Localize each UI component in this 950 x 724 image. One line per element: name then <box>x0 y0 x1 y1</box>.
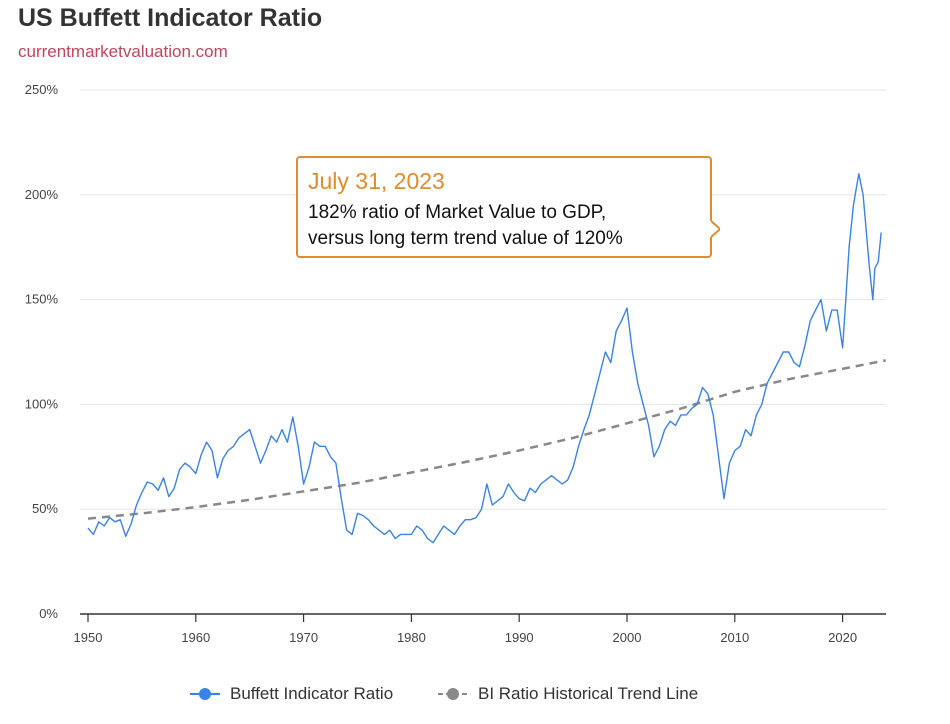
tooltip-date: July 31, 2023 <box>308 168 445 194</box>
buffett-indicator-line[interactable] <box>87 173 882 544</box>
gray-dashed-line-dot-icon <box>438 688 468 700</box>
y-tick-label: 100% <box>25 396 59 411</box>
tooltip-box: July 31, 2023 182% ratio of Market Value… <box>296 156 712 258</box>
y-tick-label: 0% <box>39 606 58 621</box>
x-tick-label: 1960 <box>181 630 210 645</box>
grid-lines <box>80 89 886 510</box>
x-tick-label: 1950 <box>74 630 103 645</box>
chart-title: US Buffett Indicator Ratio <box>18 4 323 32</box>
tooltip-pointer-icon <box>710 220 720 238</box>
axes: 0% 50% 100% 150% 200% 250% 1950 1960 1970 1980 199… <box>25 82 886 645</box>
trend-line-layer <box>87 359 886 520</box>
x-tick-label: 2010 <box>720 630 749 645</box>
x-tick-label: 2020 <box>828 630 857 645</box>
tooltip-line-1: 182% ratio of Market Value to GDP, <box>308 202 607 223</box>
y-tick-label: 50% <box>32 501 58 516</box>
x-tick-label: 1970 <box>289 630 318 645</box>
y-tick-label: 200% <box>25 187 59 202</box>
x-tick-label: 1980 <box>397 630 426 645</box>
series-line-layer <box>87 173 882 544</box>
legend-label-trend: BI Ratio Historical Trend Line <box>478 684 699 703</box>
y-tick-label: 250% <box>25 82 59 97</box>
legend-label-series: Buffett Indicator Ratio <box>230 684 394 703</box>
legend-item-trend[interactable]: BI Ratio Historical Trend Line <box>436 684 698 704</box>
tooltip-line-2: versus long term trend value of 120% <box>308 228 623 249</box>
chart-subtitle: currentmarketvaluation.com <box>18 42 228 61</box>
x-tick-label: 2000 <box>613 630 642 645</box>
x-tick-label: 1990 <box>505 630 534 645</box>
y-tick-label: 150% <box>25 292 59 307</box>
trend-line <box>87 359 886 520</box>
legend-item-series[interactable]: Buffett Indicator Ratio <box>188 684 393 704</box>
blue-line-dot-icon <box>190 688 220 700</box>
